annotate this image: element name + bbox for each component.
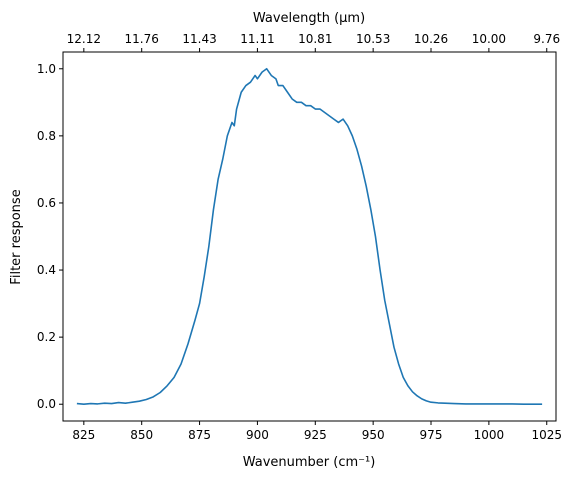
x-tick-label: 950 [362, 428, 385, 442]
top-tick-label: 9.76 [533, 32, 560, 46]
top-tick-label: 11.11 [240, 32, 274, 46]
top-tick-label: 10.00 [472, 32, 506, 46]
top-tick-label: 11.76 [125, 32, 159, 46]
x-tick-label: 1000 [474, 428, 505, 442]
plot-area [76, 67, 543, 406]
y-tick-label: 0.6 [37, 196, 56, 210]
y-axis-label: Filter response [9, 189, 24, 284]
y-tick-label: 0.0 [37, 397, 56, 411]
x-tick-label: 925 [304, 428, 327, 442]
x-tick-label: 850 [130, 428, 153, 442]
x-tick-label: 825 [72, 428, 95, 442]
y-tick-label: 0.4 [37, 263, 56, 277]
y-tick-label: 1.0 [37, 62, 56, 76]
x-tick-label: 975 [420, 428, 443, 442]
y-tick-label: 0.2 [37, 330, 56, 344]
top-tick-label: 12.12 [67, 32, 101, 46]
axes: 825 850 875 900 925 950 975 1000 1025 0.0 0.2 0.4 0.… [37, 32, 562, 442]
top-tick-label: 10.26 [414, 32, 448, 46]
top-axis-label: Wavelength (μm) [253, 11, 365, 26]
x-tick-label: 900 [246, 428, 269, 442]
plot-frame [62, 51, 557, 422]
x-tick-label: 1025 [531, 428, 562, 442]
top-tick-label: 10.81 [298, 32, 332, 46]
top-tick-label: 10.53 [356, 32, 390, 46]
top-tick-label: 11.43 [182, 32, 216, 46]
y-tick-label: 0.8 [37, 129, 56, 143]
x-tick-label: 875 [188, 428, 211, 442]
x-axis-label: Wavenumber (cm⁻¹) [243, 455, 376, 470]
series-line-0 [76, 67, 543, 406]
